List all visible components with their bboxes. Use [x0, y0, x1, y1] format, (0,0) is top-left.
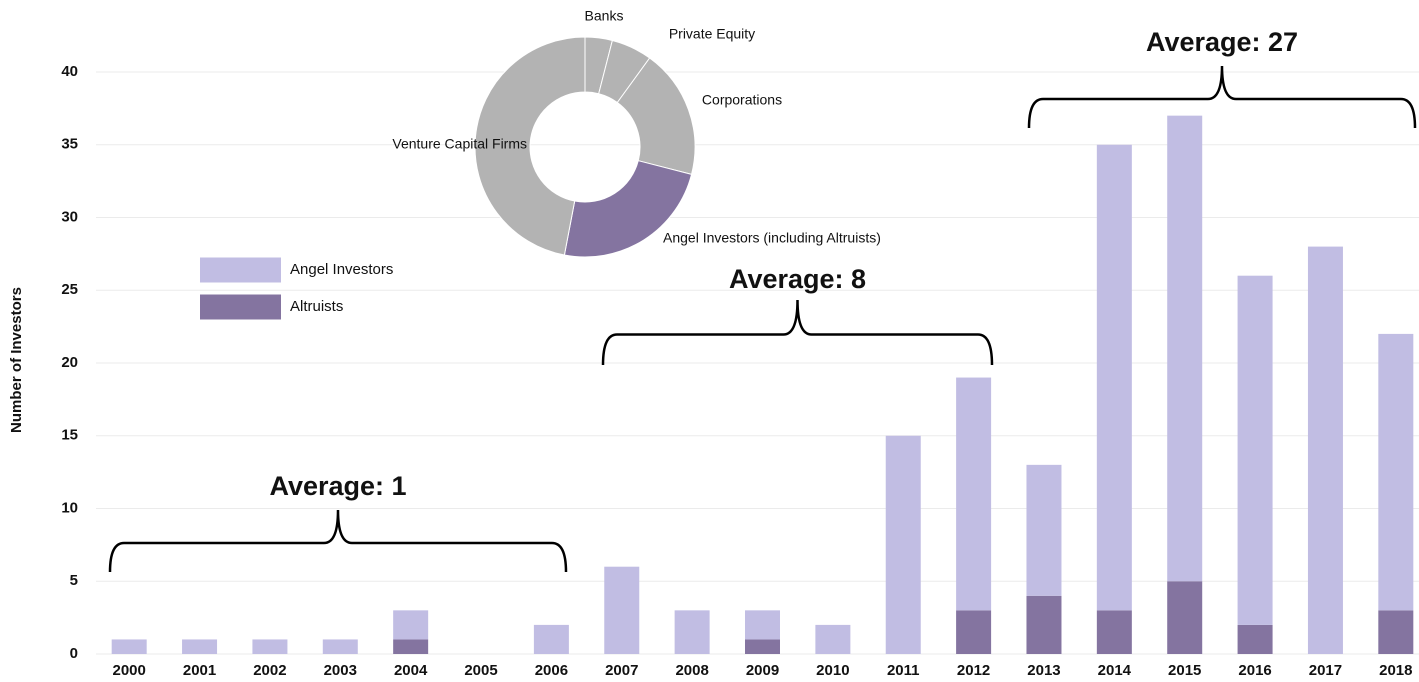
bar [322, 639, 358, 654]
x-tick-label: 2013 [1027, 662, 1060, 679]
legend-swatch [200, 294, 281, 320]
y-tick-label: 10 [61, 499, 78, 516]
x-tick-label: 2018 [1379, 662, 1412, 679]
bar [885, 435, 921, 654]
y-tick-label: 0 [70, 645, 78, 662]
x-tick-label: 2012 [957, 662, 990, 679]
bar [815, 624, 851, 654]
y-axis-title: Number of Investors [8, 287, 25, 433]
y-tick-label: 30 [61, 208, 78, 225]
slice-label: Corporations [702, 92, 782, 108]
slice-label: Angel Investors (including Altruists) [663, 230, 881, 246]
slice-label: Private Equity [669, 26, 755, 42]
bar [393, 639, 429, 654]
bar [1167, 115, 1203, 582]
bar [1307, 246, 1343, 654]
x-tick-label: 2001 [183, 662, 216, 679]
x-tick-label: 2014 [1098, 662, 1132, 679]
bar [1096, 610, 1132, 654]
brace [1027, 65, 1417, 129]
bar [182, 639, 218, 654]
bar [956, 377, 992, 611]
x-tick-label: 2010 [816, 662, 849, 679]
x-tick-label: 2008 [675, 662, 708, 679]
y-tick-label: 5 [70, 572, 78, 589]
y-tick-label: 15 [61, 427, 78, 444]
x-tick-label: 2017 [1309, 662, 1342, 679]
bar [745, 610, 780, 640]
annotation: Average: 8 [729, 264, 866, 294]
x-tick-label: 2002 [253, 662, 286, 679]
bar [1026, 595, 1062, 654]
donut-slice [563, 160, 693, 258]
bar [1167, 581, 1203, 654]
donut-slice [474, 36, 586, 256]
donut-slice [616, 57, 696, 175]
bar [1237, 624, 1273, 654]
x-tick-label: 2007 [605, 662, 638, 679]
y-tick-label: 40 [61, 63, 78, 80]
annotation: Average: 1 [269, 471, 406, 501]
x-tick-label: 2003 [324, 662, 357, 679]
bar [604, 566, 640, 654]
bar [956, 610, 992, 654]
bar [1026, 464, 1062, 596]
legend-label: Angel Investors [290, 261, 393, 278]
legend-label: Altruists [290, 298, 343, 315]
slice-label: Venture Capital Firms [392, 136, 527, 152]
y-tick-label: 25 [61, 281, 78, 298]
legend-swatch [200, 257, 281, 283]
bar [674, 610, 710, 654]
bar [393, 610, 429, 640]
x-tick-label: 2005 [464, 662, 497, 679]
x-tick-label: 2009 [746, 662, 779, 679]
y-tick-label: 20 [61, 354, 78, 371]
annotation: Average: 27 [1146, 27, 1298, 57]
x-tick-label: 2004 [394, 662, 428, 679]
y-tick-label: 35 [61, 136, 78, 153]
bar [1378, 333, 1414, 611]
bar [252, 639, 288, 654]
bar [1378, 610, 1414, 654]
x-tick-label: 2016 [1238, 662, 1271, 679]
bar [1237, 275, 1273, 625]
x-tick-label: 2011 [887, 662, 920, 679]
bar [1096, 144, 1132, 611]
slice-label: Banks [585, 8, 624, 24]
brace [108, 509, 568, 573]
x-tick-label: 2000 [112, 662, 145, 679]
bar [111, 639, 147, 654]
bar [745, 639, 780, 654]
brace [601, 299, 994, 366]
x-tick-label: 2015 [1168, 662, 1201, 679]
bar [533, 624, 569, 654]
x-tick-label: 2006 [535, 662, 568, 679]
